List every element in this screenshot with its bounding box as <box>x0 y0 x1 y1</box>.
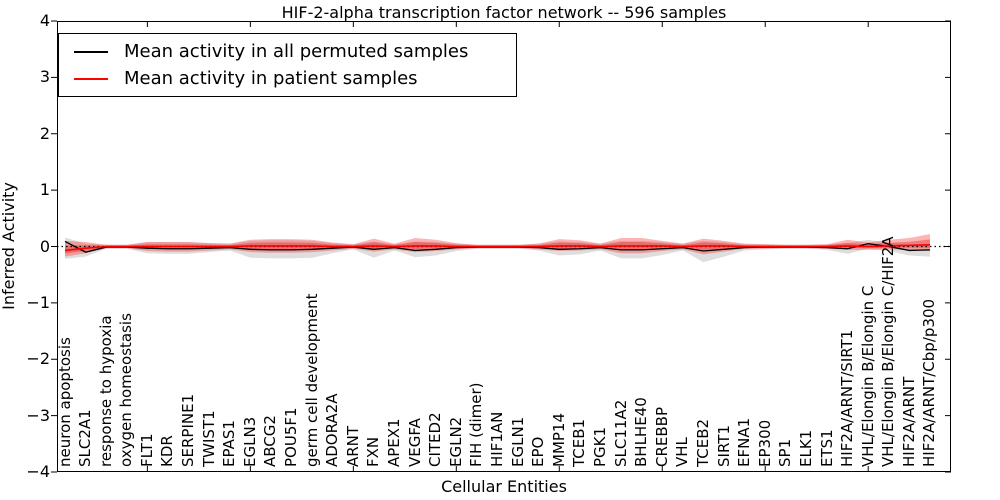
x-tick-label: TCEB2 <box>693 418 712 467</box>
x-tick-label: EGLN3 <box>240 416 259 467</box>
y-tick-label: −4 <box>26 462 50 481</box>
legend-line-permuted-swatch <box>74 50 108 53</box>
x-tick-label: TWIST1 <box>199 410 218 467</box>
x-tick-label: VHL <box>673 437 692 467</box>
x-tick-label: FIH (dimer) <box>467 382 486 468</box>
x-tick-label: ADORA2A <box>323 393 342 468</box>
x-tick-label: response to hypoxia <box>96 315 115 467</box>
y-tick-label: −2 <box>26 349 50 369</box>
x-tick-label: EGLN2 <box>446 416 465 467</box>
x-tick-label: SERPINE1 <box>179 393 198 467</box>
x-tick-label: FXN <box>364 436 383 467</box>
legend-line-patient-swatch <box>74 77 108 80</box>
chart-title: HIF-2-alpha transcription factor network… <box>281 3 727 22</box>
legend-label-permuted: Mean activity in all permuted samples <box>124 41 469 62</box>
x-tick-label: neuron apoptosis <box>55 337 74 467</box>
patient-mean-line <box>64 244 931 252</box>
x-tick-label: EFNA1 <box>735 417 754 467</box>
x-tick-label: HIF2A/ARNT/Cbp/p300 <box>920 298 939 467</box>
x-tick-label: CREBBP <box>652 407 671 467</box>
x-tick-label: oxygen homeostasis <box>117 313 136 467</box>
chart-canvas <box>51 20 951 473</box>
x-tick-label: ABCG2 <box>261 415 280 467</box>
x-tick-label: EPAS1 <box>220 420 239 467</box>
x-tick-label: HIF1AN <box>487 411 506 467</box>
x-tick-label: HIF2A/ARNT <box>899 376 918 467</box>
x-tick-label: CITED2 <box>426 412 445 467</box>
x-tick-label: germ cell development <box>302 293 321 467</box>
x-tick-label: PGK1 <box>590 426 609 467</box>
legend-item-patient: Mean activity in patient samples <box>59 68 516 89</box>
x-tick-label: KDR <box>158 435 177 467</box>
legend-label-patient: Mean activity in patient samples <box>124 68 418 89</box>
x-tick-label: SLC11A2 <box>611 399 630 467</box>
x-tick-label: EGLN1 <box>508 416 527 467</box>
y-tick-label: 1 <box>39 180 50 200</box>
y-tick-label: 2 <box>39 123 50 143</box>
patient-band-outer <box>65 234 930 257</box>
y-tick-label: 3 <box>39 67 50 87</box>
x-tick-label: VHL/Elongin B/Elongin C/HIF2A <box>879 236 898 467</box>
x-tick-label: ARNT <box>343 425 362 467</box>
x-tick-label: ETS1 <box>817 429 836 467</box>
permuted-band <box>65 237 930 263</box>
x-axis-title: Cellular Entities <box>441 477 567 496</box>
y-tick-label: −3 <box>26 405 50 425</box>
x-tick-label: FLT1 <box>137 433 156 467</box>
x-tick-label: EPO <box>529 436 548 467</box>
x-tick-label: SIRT1 <box>714 425 733 467</box>
x-tick-label: ELK1 <box>796 429 815 467</box>
y-tick-label: 0 <box>39 236 50 256</box>
legend-item-permuted: Mean activity in all permuted samples <box>59 41 516 62</box>
x-tick-label: SLC2A1 <box>76 409 95 467</box>
x-tick-label: VHL/Elongin B/Elongin C <box>858 285 877 467</box>
y-tick-label: −1 <box>26 292 50 312</box>
x-tick-label: APEX1 <box>385 418 404 467</box>
x-tick-label: POU5F1 <box>282 407 301 467</box>
x-tick-label: HIF2A/ARNT/SIRT1 <box>838 329 857 467</box>
x-tick-label: BHLHE40 <box>632 397 651 467</box>
y-tick-label: 4 <box>39 11 50 30</box>
x-tick-label: MMP14 <box>549 412 568 467</box>
x-tick-label: SP1 <box>776 438 795 467</box>
legend: Mean activity in all permuted samples Me… <box>58 33 517 97</box>
x-tick-label: EP300 <box>755 419 774 467</box>
x-tick-label: VEGFA <box>405 418 424 467</box>
x-tick-label: TCEB1 <box>570 418 589 467</box>
